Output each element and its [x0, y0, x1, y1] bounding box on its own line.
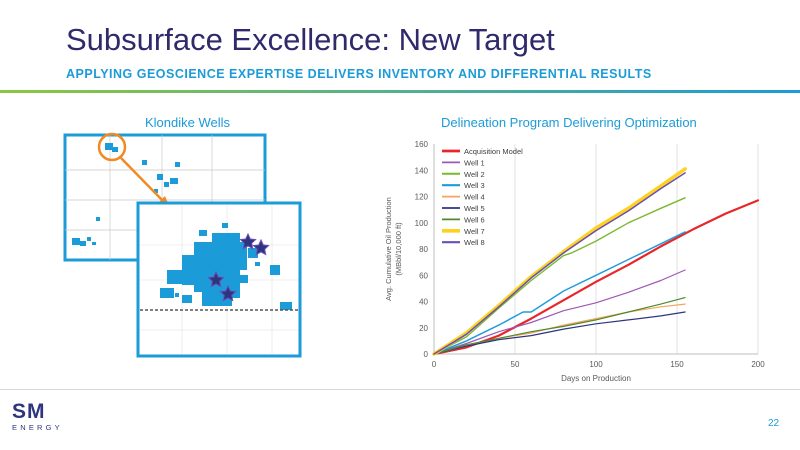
y-tick-label: 140 — [415, 166, 429, 175]
page-number: 22 — [768, 418, 780, 429]
series-line — [433, 311, 686, 355]
series-line — [433, 297, 686, 355]
company-logo: SM ENERGY — [12, 400, 63, 432]
x-axis-label: Days on Production — [561, 374, 631, 383]
production-chart: 0 50 100 150 200 0 20 40 60 80 100 120 140 160 Acquis… — [380, 132, 770, 387]
legend-label: Well 4 — [464, 193, 485, 202]
series-line — [433, 269, 686, 355]
x-tick-label: 150 — [670, 360, 684, 369]
well-star-icon — [252, 238, 270, 256]
y-tick-label: 60 — [419, 271, 428, 280]
y-tick-label: 80 — [419, 245, 428, 254]
legend-label: Well 5 — [464, 204, 485, 213]
series-line — [433, 197, 686, 355]
chart-title: Delineation Program Delivering Optimizat… — [441, 115, 697, 130]
y-tick-label: 20 — [419, 324, 428, 333]
series-line — [433, 231, 686, 355]
series-line — [432, 199, 760, 356]
series-line — [432, 167, 687, 356]
y-tick-label: 120 — [415, 193, 429, 202]
klondike-well-map — [62, 130, 302, 360]
well-star-icon — [207, 270, 225, 288]
x-tick-label: 100 — [589, 360, 603, 369]
logo-word: ENERGY — [12, 423, 63, 432]
footer-divider — [0, 389, 800, 390]
well-star-icon — [219, 284, 237, 302]
x-tick-label: 200 — [751, 360, 765, 369]
legend-label: Well 3 — [464, 181, 485, 190]
well-star-icons — [207, 232, 270, 302]
x-tick-label: 50 — [511, 360, 520, 369]
y-axis-label-line1: Avg. Cumulative Oil Production — [384, 197, 393, 301]
slide-title: Subsurface Excellence: New Target — [66, 22, 555, 57]
legend-label: Well 8 — [464, 238, 485, 247]
y-tick-label: 160 — [415, 140, 429, 149]
well-star-icon — [239, 232, 257, 250]
header-divider — [0, 90, 800, 93]
y-tick-label: 40 — [419, 298, 428, 307]
legend-label: Acquisition Model — [464, 147, 523, 156]
legend-label: Well 7 — [464, 227, 485, 236]
callout-circle — [97, 132, 127, 162]
legend-label: Well 6 — [464, 215, 485, 224]
slide-subtitle: APPLYING GEOSCIENCE EXPERTISE DELIVERS I… — [66, 67, 652, 81]
legend-label: Well 2 — [464, 170, 485, 179]
series-line — [433, 172, 686, 355]
y-tick-label: 0 — [424, 350, 429, 359]
callout-arrow — [120, 157, 165, 203]
logo-mark: SM — [12, 400, 46, 423]
y-tick-label: 100 — [415, 219, 429, 228]
x-tick-label: 0 — [432, 360, 437, 369]
map-panel-title: Klondike Wells — [145, 115, 231, 130]
legend-label: Well 1 — [464, 158, 485, 167]
y-axis-label-line2: (MBbl/10,000 ft) — [394, 222, 403, 276]
